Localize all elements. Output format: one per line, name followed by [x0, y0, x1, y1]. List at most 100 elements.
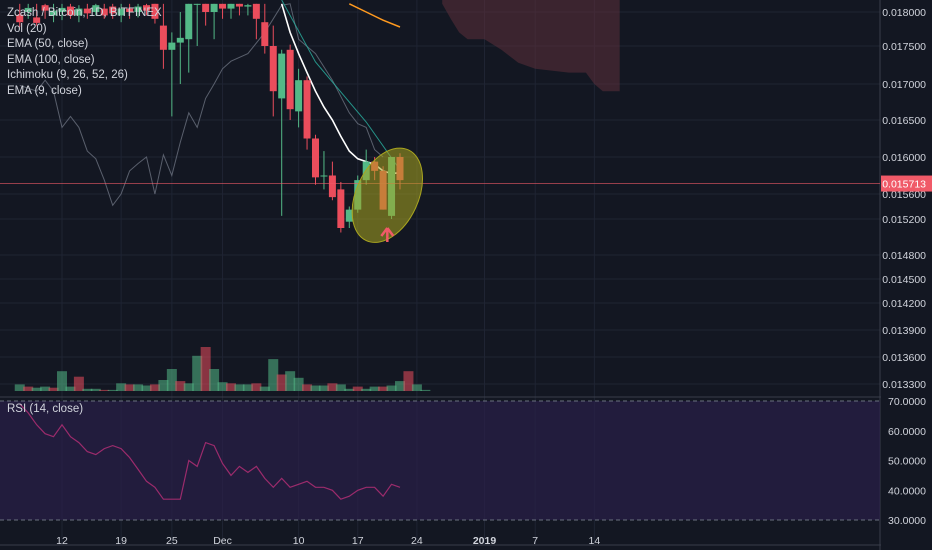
- candle-body: [185, 3, 193, 40]
- volume-bar: [310, 385, 321, 391]
- volume-bar: [192, 355, 203, 391]
- volume-bar: [158, 380, 169, 391]
- rsi-tick-label: 60.0000: [888, 426, 926, 438]
- candle-body: [33, 17, 41, 23]
- candle-body: [269, 46, 277, 92]
- rsi-band: [0, 401, 880, 520]
- time-tick-label: 2019: [473, 535, 497, 547]
- rsi-tick-label: 40.0000: [888, 485, 926, 497]
- indicator-legend: Zcash / Bitcoin, 1D, BITFINEX Vol (20) E…: [7, 6, 162, 99]
- volume-bar: [259, 386, 270, 391]
- ema50-line: [348, 3, 401, 28]
- volume-bar: [395, 381, 405, 391]
- candle-body: [210, 3, 218, 12]
- candle-body: [193, 3, 201, 5]
- last-price-label: 0.015713: [882, 179, 926, 191]
- price-tick-label: 0.015200: [882, 214, 926, 226]
- price-axis-bg: [881, 0, 932, 550]
- volume-bar: [124, 384, 135, 391]
- candle-body: [227, 3, 235, 9]
- time-tick-label: 12: [56, 535, 68, 547]
- volume-bar: [318, 385, 329, 391]
- candle-body: [168, 42, 176, 50]
- volume-bar: [335, 384, 346, 391]
- price-axis[interactable]: 0.018000 0.017500 0.017000 0.016500 0.016000…: [881, 0, 932, 550]
- volume-bar: [302, 384, 313, 391]
- candle-body: [109, 6, 117, 14]
- up-arrow-marker: [380, 227, 395, 242]
- volume-bar: [23, 386, 34, 391]
- volume-bar: [107, 389, 118, 391]
- volume-bar: [327, 383, 338, 391]
- price-tick-label: 0.016000: [882, 152, 926, 164]
- volume-bar: [242, 384, 253, 391]
- volume-bar: [149, 384, 160, 391]
- volume-bar: [141, 385, 152, 391]
- annotations: [351, 147, 423, 243]
- time-tick-label: 25: [166, 535, 178, 547]
- candle-body: [24, 7, 32, 12]
- candle-body: [50, 10, 58, 16]
- candle-body: [235, 3, 243, 7]
- legend-ema100[interactable]: EMA (100, close): [7, 53, 95, 66]
- volume-bar: [99, 389, 110, 391]
- ichimoku-base-line: [281, 0, 401, 171]
- volume-bar: [116, 383, 127, 391]
- candle-body: [295, 80, 303, 112]
- candle-body: [100, 8, 108, 16]
- candle-body: [303, 80, 311, 139]
- volume-bar: [166, 369, 177, 391]
- rsi-line: [19, 403, 401, 500]
- volume-bar: [234, 384, 245, 391]
- rsi-tick-label: 30.0000: [888, 515, 926, 527]
- volume-bar: [285, 371, 296, 391]
- volume-bar: [133, 384, 144, 391]
- time-tick-label: Dec: [213, 535, 232, 547]
- cloud-area: [442, 0, 620, 92]
- volume-bar: [40, 386, 51, 391]
- time-tick-label: 14: [589, 535, 601, 547]
- volume-bar: [217, 382, 228, 391]
- volume-bar: [411, 384, 422, 391]
- legend-symbol[interactable]: Zcash / Bitcoin, 1D, BITFINEX: [7, 7, 162, 19]
- last-price-tag: [881, 175, 932, 192]
- legend-ema9[interactable]: EMA (9, close): [7, 84, 82, 97]
- volume-bar: [48, 387, 59, 391]
- volume-bar: [276, 374, 287, 391]
- candle-body: [41, 5, 49, 11]
- time-tick-label: 10: [293, 535, 305, 547]
- volume-bar: [268, 359, 279, 391]
- time-tick-label: 24: [411, 535, 423, 547]
- volume-bar: [82, 388, 93, 391]
- time-tick-label: 19: [115, 535, 127, 547]
- candle-body: [328, 175, 336, 198]
- candle-body: [126, 8, 134, 12]
- volume-bar: [378, 386, 389, 391]
- time-tick-label: 7: [532, 535, 538, 547]
- legend-vol[interactable]: Vol (20): [7, 22, 47, 35]
- candle-body: [252, 3, 260, 19]
- volume-bar: [226, 383, 236, 391]
- volume-bar: [344, 388, 355, 391]
- volume-bar: [361, 388, 372, 391]
- rsi-tick-label: 50.0000: [888, 456, 926, 468]
- candle-body: [66, 6, 74, 16]
- legend-ema50[interactable]: EMA (50, close): [7, 38, 89, 50]
- candle-body: [92, 5, 100, 12]
- legend-ichimoku[interactable]: Ichimoku (9, 26, 52, 26): [7, 69, 128, 81]
- candle-body: [244, 5, 252, 7]
- candle-body: [337, 189, 345, 228]
- rsi-legend[interactable]: RSI (14, close): [7, 403, 84, 415]
- volume-bar: [352, 386, 363, 391]
- volume-bar: [403, 371, 414, 391]
- rsi-pane: [0, 400, 880, 521]
- volume-bar: [369, 386, 380, 391]
- price-tick-label: 0.017500: [882, 41, 926, 53]
- candle-body: [58, 7, 66, 12]
- candle-body: [143, 5, 150, 11]
- candle-body: [159, 25, 167, 50]
- volume-bar: [57, 371, 67, 391]
- price-tick-label: 0.017000: [882, 79, 926, 91]
- time-axis[interactable]: 12 19 25 Dec 10 17 24 2019 7 14: [56, 535, 600, 547]
